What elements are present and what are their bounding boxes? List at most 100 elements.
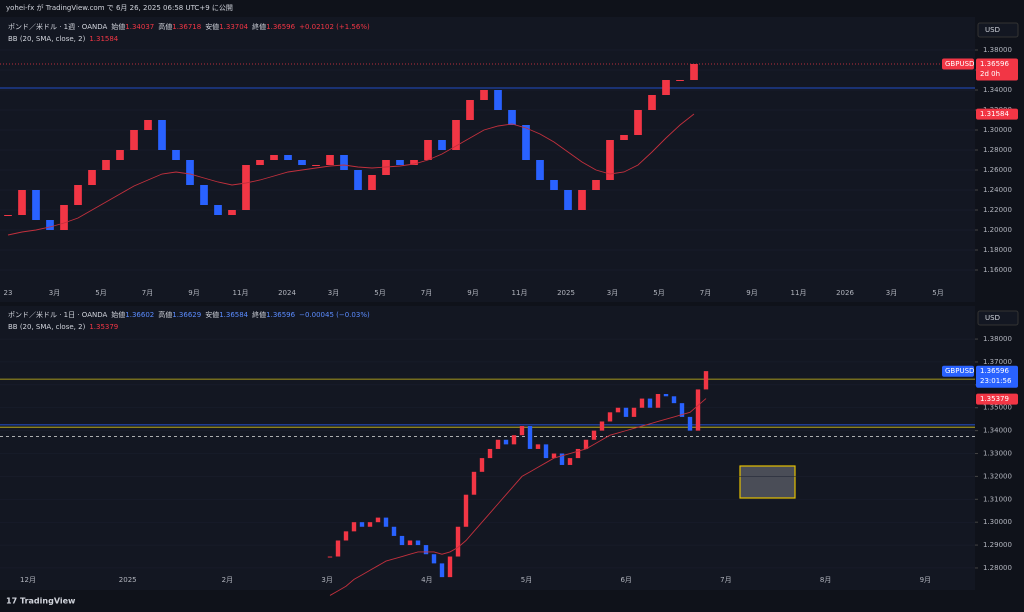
legend-value: 1.36718 <box>172 23 201 31</box>
candle <box>228 210 236 215</box>
candle <box>655 394 661 408</box>
candle <box>455 526 461 557</box>
y-tick-label: 1.30000 <box>983 518 1012 526</box>
candle <box>703 371 709 390</box>
y-tick-label: 1.35000 <box>983 404 1012 412</box>
price-tag-value: 1.36596 <box>980 60 1009 68</box>
x-tick-label: 11月 <box>233 289 249 297</box>
candle <box>690 64 698 80</box>
candle <box>415 540 421 546</box>
candle <box>4 215 12 216</box>
x-tick-label: 6月 <box>620 576 631 584</box>
y-tick-label: 1.33000 <box>983 450 1012 458</box>
currency: USD <box>985 26 1000 34</box>
y-tick-label: 1.38000 <box>983 335 1012 343</box>
x-tick-label: 7月 <box>421 289 432 297</box>
candle <box>18 190 26 215</box>
y-tick-label: 1.32000 <box>983 472 1012 480</box>
price-tag-value: 1.31584 <box>980 110 1009 118</box>
indicator-line: BB (20, SMA, close, 2) 1.35379 <box>8 323 118 331</box>
legend-key: 始値 <box>111 22 125 31</box>
x-tick-label: 23 <box>4 289 13 297</box>
bb-basis-line <box>7 113 695 236</box>
candle <box>424 140 432 160</box>
candle <box>578 190 586 210</box>
candle <box>583 439 589 449</box>
x-tick-label: 5月 <box>95 289 106 297</box>
candle <box>623 407 629 417</box>
legend-line: ポンド／米ドル · 1週 · OANDA 始値1.34037 高値1.36718 安値… <box>8 22 370 31</box>
x-tick-label: 2025 <box>119 576 137 584</box>
candle <box>606 140 614 180</box>
panel-bottom <box>0 306 975 590</box>
x-tick-label: 3月 <box>607 289 618 297</box>
x-tick-label: 2024 <box>278 289 296 297</box>
candle <box>592 180 600 190</box>
candle <box>312 165 320 166</box>
candle <box>335 540 341 557</box>
legend-change: +0.02102 (+1.56%) <box>299 23 370 31</box>
y-tick-label: 1.22000 <box>983 206 1012 214</box>
candle <box>695 389 701 431</box>
x-tick-label: 7月 <box>720 576 731 584</box>
candle <box>676 80 684 81</box>
candle <box>591 430 597 440</box>
x-tick-label: 4月 <box>421 576 432 584</box>
legend-key: 安値 <box>205 22 219 31</box>
symbol: ポンド／米ドル · 1日 · OANDA <box>8 310 107 319</box>
candle <box>158 120 166 150</box>
candle <box>200 185 208 205</box>
candle <box>466 100 474 120</box>
candle <box>567 458 573 465</box>
candle <box>60 205 68 230</box>
indicator-value: 1.31584 <box>89 35 118 43</box>
candle <box>284 155 292 160</box>
candle <box>519 426 525 436</box>
symbol: ポンド／米ドル · 1週 · OANDA <box>8 22 107 31</box>
legend-value: 1.36629 <box>172 311 201 319</box>
candle <box>503 439 509 445</box>
panel-top <box>0 17 975 302</box>
legend-value: 1.36596 <box>266 311 295 319</box>
price-tag-value: 1.36596 <box>980 367 1009 375</box>
y-tick-label: 1.24000 <box>983 186 1012 194</box>
candle <box>647 398 653 408</box>
candle <box>399 535 405 546</box>
price-tag-box <box>976 58 1018 81</box>
candle <box>172 150 180 160</box>
candle <box>494 90 502 110</box>
indicator: BB (20, SMA, close, 2) <box>8 35 86 43</box>
candle <box>130 130 138 150</box>
candle <box>407 540 413 546</box>
legend-value: 1.33704 <box>219 23 248 31</box>
candle <box>536 160 544 180</box>
currency-box <box>977 22 1019 38</box>
candle <box>431 554 437 564</box>
price-tag-countdown: 2d 0h <box>980 70 1000 78</box>
x-tick-label: 12月 <box>20 576 36 584</box>
price-tag-countdown: 23:01:56 <box>980 377 1012 385</box>
symbol-tag: GBPUSD <box>945 60 974 68</box>
x-tick-label: 8月 <box>820 576 831 584</box>
candle <box>116 150 124 160</box>
candle <box>471 471 477 495</box>
indicator-value: 1.35379 <box>89 323 118 331</box>
candle <box>452 120 460 150</box>
legend-value: 1.36584 <box>219 311 248 319</box>
y-tick-label: 1.20000 <box>983 226 1012 234</box>
y-tick-label: 1.37000 <box>983 358 1012 366</box>
legend-value: 1.36596 <box>266 23 295 31</box>
y-tick-label: 1.34000 <box>983 86 1012 94</box>
candle <box>535 444 541 449</box>
legend-key: 高値 <box>158 22 172 31</box>
candle <box>663 394 669 397</box>
legend-change: −0.00045 (−0.03%) <box>299 311 370 319</box>
currency: USD <box>985 314 1000 322</box>
candle <box>438 140 446 150</box>
candle <box>46 220 54 230</box>
candle <box>351 522 357 532</box>
x-tick-label: 3月 <box>49 289 60 297</box>
candle <box>32 190 40 220</box>
candle <box>367 522 373 527</box>
